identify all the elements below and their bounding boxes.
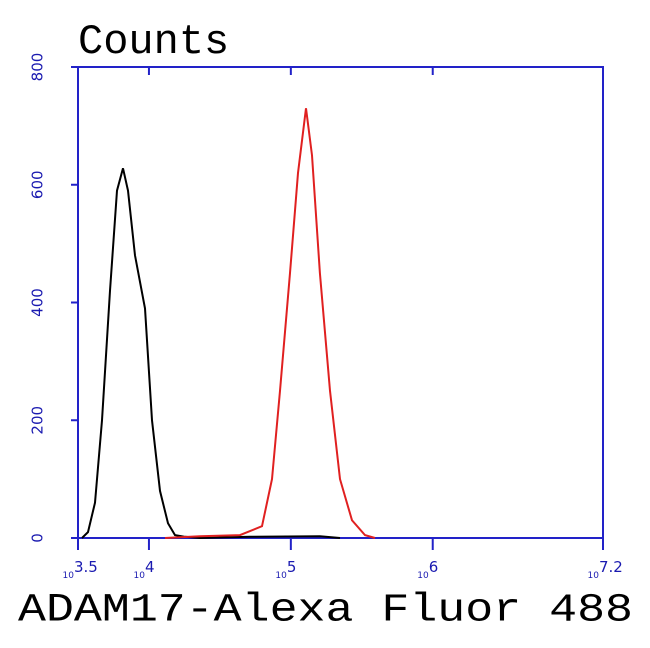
x-tick-base: 10 (275, 571, 287, 581)
histogram-line (164, 108, 376, 539)
x-tick-base: 10 (417, 571, 429, 581)
x-tick-label: 5 (287, 558, 297, 576)
histogram-line (81, 168, 341, 540)
x-tick-label: 7.2 (599, 558, 623, 576)
x-tick-base: 10 (588, 571, 600, 581)
y-tick-label: 0 (29, 533, 47, 543)
y-tick-label: 400 (29, 288, 47, 317)
x-tick-base: 10 (133, 571, 145, 581)
chart-title: Counts (78, 18, 229, 66)
x-axis-label: ADAM17-Alexa Fluor 488 (18, 589, 633, 634)
x-tick-label: 3.5 (74, 558, 98, 576)
y-tick-label: 800 (29, 53, 47, 82)
x-tick-label: 6 (429, 558, 439, 576)
x-tick-base: 10 (63, 571, 75, 581)
y-tick-label: 600 (29, 170, 47, 199)
x-tick-label: 4 (145, 558, 155, 576)
y-tick-label: 200 (29, 406, 47, 435)
